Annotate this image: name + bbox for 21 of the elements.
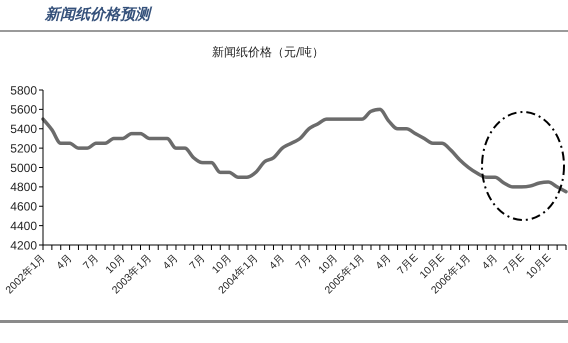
y-tick-label: 5000: [10, 160, 38, 175]
y-tick-label: 4400: [10, 218, 38, 233]
y-tick-label: 4200: [10, 238, 38, 252]
x-tick-label: 4月: [373, 252, 394, 272]
line-series: [41, 108, 568, 194]
x-tick-label: 4月: [480, 252, 500, 272]
x-tick-label: 7月: [187, 252, 208, 272]
chart-subtitle: 新闻纸价格（元/吨）: [210, 44, 326, 61]
x-tick-label: 4月: [160, 252, 182, 272]
y-tick-label: 5400: [10, 122, 38, 136]
x-tick-label: 7月: [294, 252, 314, 272]
x-tick-label: 4月: [54, 252, 75, 272]
y-tick-label: 5600: [10, 102, 38, 117]
y-tick-label: 4600: [10, 200, 38, 214]
x-tick-label: 7月E: [395, 252, 420, 277]
chart-title: 新闻纸价格预测: [45, 5, 150, 24]
y-tick-label: 5200: [10, 141, 38, 156]
y-tick-label: 5800: [10, 83, 38, 98]
y-tick-label: 4800: [10, 180, 38, 194]
x-tick-label: 7月: [80, 252, 102, 272]
x-tick-label: 4月: [267, 252, 288, 272]
